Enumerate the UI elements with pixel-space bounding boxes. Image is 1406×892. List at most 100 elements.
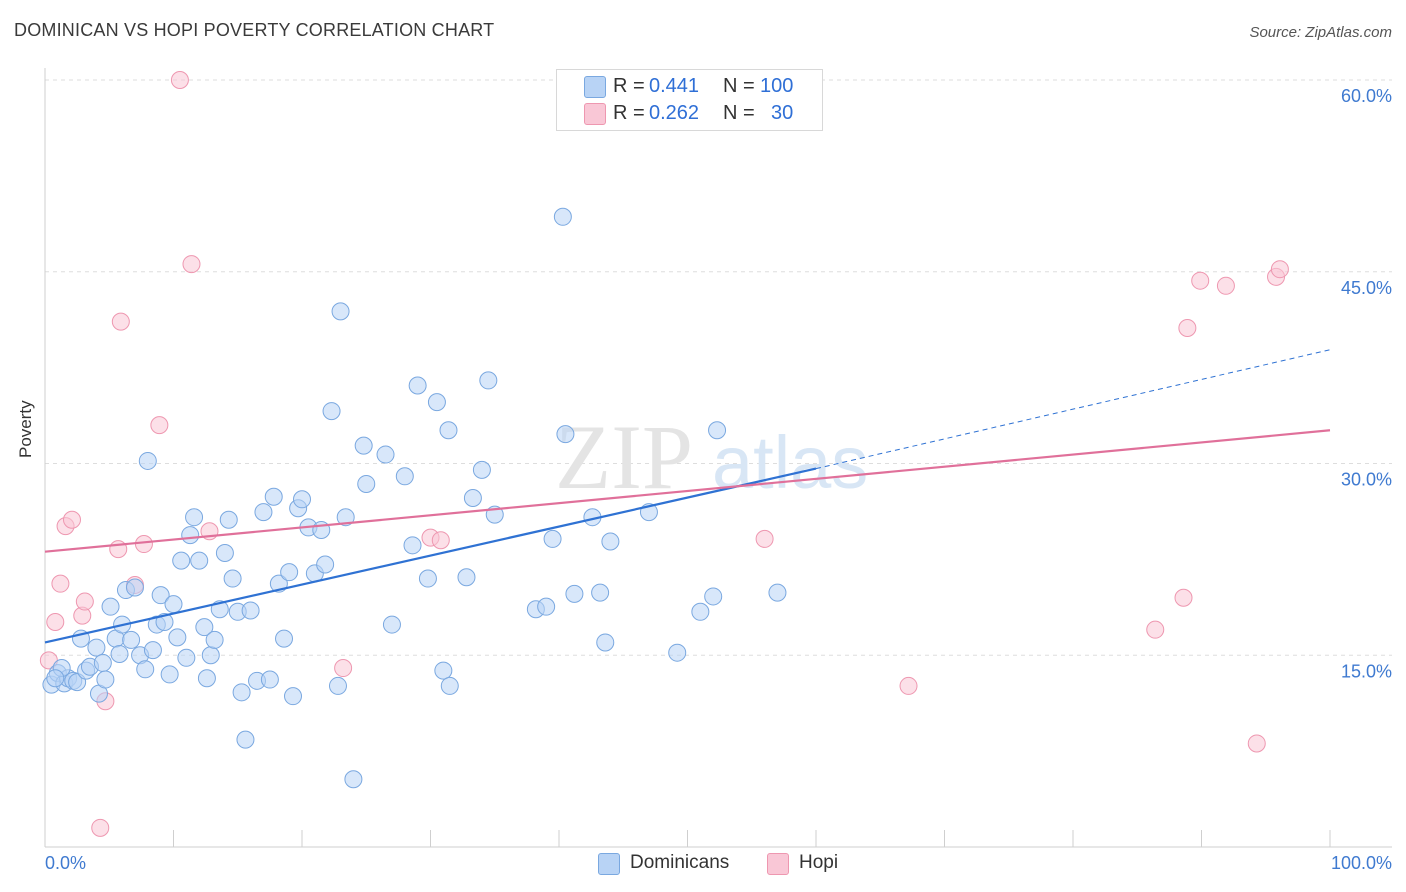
dominican-point	[708, 421, 727, 440]
dominican-point	[316, 555, 335, 574]
watermark-atlas: atlas	[712, 421, 868, 504]
n-value: 100	[760, 75, 794, 97]
dominican-point	[543, 529, 562, 548]
dominican-point	[395, 467, 414, 486]
hopi-point	[1216, 276, 1235, 295]
axes	[44, 68, 1392, 848]
n-label: N =	[723, 102, 755, 124]
chart-title: DOMINICAN VS HOPI POVERTY CORRELATION CH…	[14, 20, 495, 40]
dominican-point	[201, 646, 220, 665]
dominican-point	[168, 628, 187, 647]
x-tick-label: 0.0%	[45, 853, 86, 873]
dominican-point	[236, 730, 255, 749]
dominican-point	[96, 670, 115, 689]
hopi-point	[91, 818, 110, 837]
r-value: 0.262	[649, 102, 700, 124]
n-value: 30	[771, 102, 794, 124]
dominican-point	[264, 487, 283, 506]
dominican-point	[93, 653, 112, 672]
dominican-point	[160, 665, 179, 684]
hopi-legend-label: Hopi	[799, 852, 839, 873]
dominican-point	[382, 615, 401, 634]
dominican-point	[138, 451, 157, 470]
dominican-point	[457, 568, 476, 587]
legend-row-dominicans: R = 0.441 N = 100	[557, 73, 822, 99]
dominican-point	[101, 597, 120, 616]
hopi-point	[51, 574, 70, 593]
dominican-point	[205, 630, 224, 649]
dominican-point	[331, 302, 350, 321]
dominican-point	[704, 587, 723, 606]
r-value: 0.441	[649, 75, 700, 97]
dominican-point	[219, 510, 238, 529]
dominican-point	[553, 207, 572, 226]
dominican-point	[46, 669, 65, 688]
hopi-point	[182, 255, 201, 274]
dominican-point	[427, 393, 446, 412]
dominican-point	[87, 638, 106, 657]
source-label: Source: ZipAtlas.com	[1249, 24, 1392, 41]
r-label: R =	[613, 75, 645, 97]
dominican-point	[185, 508, 204, 527]
hopi-point	[1247, 734, 1266, 753]
dominican-point	[177, 648, 196, 667]
dominican-point	[418, 569, 437, 588]
x-ticks	[44, 830, 1331, 847]
dominican-point	[181, 526, 200, 545]
hopi-point	[150, 416, 169, 435]
dominican-point	[172, 551, 191, 570]
correlation-legend: R = 0.441 N = 100 R = 0.262 N = 30	[556, 69, 823, 131]
dominican-point	[434, 661, 453, 680]
dominican-point	[254, 503, 273, 522]
y-tick-labels: 15.0% 30.0% 45.0% 60.0%	[1341, 86, 1392, 681]
dominican-point	[197, 669, 216, 688]
hopi-point	[431, 531, 450, 550]
hopi-point	[1174, 588, 1193, 607]
dominicans-legend-swatch	[598, 853, 620, 875]
dominican-point	[143, 641, 162, 660]
dominican-point	[591, 583, 610, 602]
dominican-point	[344, 770, 363, 789]
dominican-point	[439, 421, 458, 440]
dominican-point	[190, 551, 209, 570]
gridlines	[45, 79, 1392, 656]
dominican-point	[328, 676, 347, 695]
hopi-point	[111, 312, 130, 331]
y-tick-label: 45.0%	[1341, 278, 1392, 298]
dominican-point	[601, 532, 620, 551]
hopi-point	[1270, 260, 1289, 279]
hopi-point	[334, 659, 353, 678]
watermark-zip: ZIP	[555, 406, 693, 508]
hopi-point	[1191, 271, 1210, 290]
dominican-point	[408, 376, 427, 395]
y-axis-label: Poverty	[16, 400, 35, 458]
dominican-point	[284, 687, 303, 706]
hopi-point	[899, 676, 918, 695]
dominican-trend-line	[44, 467, 817, 644]
dominican-point	[155, 613, 174, 632]
dominican-point	[260, 670, 279, 689]
dominican-point	[110, 644, 129, 663]
dominican-point	[336, 508, 355, 527]
dominican-point	[376, 445, 395, 464]
dominican-point	[668, 643, 687, 662]
dominican-point	[293, 490, 311, 509]
watermark: ZIP atlas	[555, 406, 868, 508]
hopi-point	[46, 613, 65, 632]
hopi-point	[75, 592, 94, 611]
hopi-trend-line	[44, 429, 1331, 553]
dominican-point	[463, 489, 482, 508]
dominican-point	[354, 436, 373, 455]
dominican-point	[122, 630, 141, 649]
dominican-point	[275, 629, 294, 648]
hopi-point	[170, 71, 189, 89]
dominican-point	[556, 425, 575, 444]
dominicans-swatch	[584, 76, 606, 98]
dominican-point	[596, 633, 615, 652]
dominican-point	[151, 586, 170, 605]
x-tick-labels: 0.0% 100.0%	[45, 853, 1392, 873]
dominican-point	[232, 683, 251, 702]
dominican-point	[691, 602, 710, 621]
x-tick-label: 100.0%	[1331, 853, 1392, 873]
